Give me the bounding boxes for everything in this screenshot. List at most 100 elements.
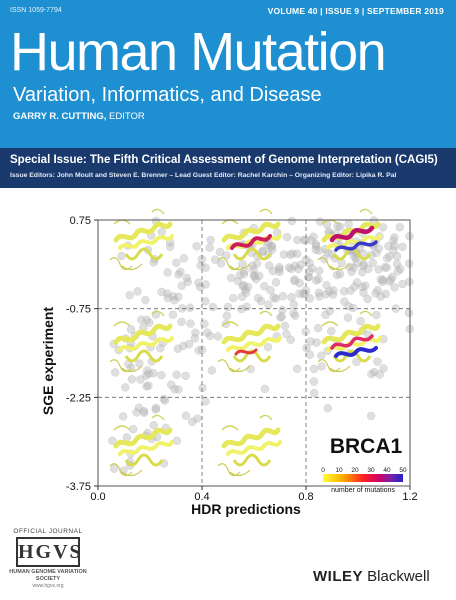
data-point-350 — [366, 411, 376, 421]
data-point-54 — [309, 232, 318, 242]
data-point-212 — [237, 292, 247, 301]
data-point-357 — [260, 282, 269, 291]
data-point-137 — [239, 269, 249, 279]
mutation-highlight-1 — [230, 234, 272, 250]
data-point-170 — [378, 277, 387, 287]
data-point-75 — [321, 290, 331, 299]
colorbar-gradient — [323, 474, 403, 482]
data-point-337 — [264, 300, 273, 309]
data-point-136 — [233, 276, 243, 286]
data-point-213 — [201, 263, 210, 272]
data-point-13 — [339, 287, 349, 296]
publisher-name-bold: WILEY — [313, 568, 363, 585]
data-point-35 — [252, 259, 262, 268]
y-ticks: 0.75 -0.75 -2.25 -3.75 — [66, 215, 98, 493]
data-point-366 — [356, 316, 365, 326]
data-point-225 — [144, 369, 153, 378]
data-point-58 — [404, 259, 414, 268]
data-point-229 — [181, 371, 190, 381]
society-url: www.hgvs.org — [32, 583, 64, 589]
data-point-22 — [307, 264, 317, 273]
data-point-126 — [294, 264, 303, 274]
data-point-214 — [278, 292, 288, 301]
data-point-249 — [213, 332, 223, 341]
data-point-307 — [118, 412, 128, 421]
data-point-289 — [160, 396, 170, 405]
data-point-331 — [194, 346, 203, 355]
special-issue-banner: Special Issue: The Fifth Critical Assess… — [0, 148, 456, 188]
data-point-51 — [350, 282, 359, 292]
data-point-251 — [141, 295, 150, 305]
data-point-300 — [132, 408, 141, 417]
data-point-216 — [266, 286, 275, 295]
data-point-298 — [136, 375, 145, 384]
data-point-293 — [142, 382, 151, 391]
data-point-332 — [379, 364, 388, 373]
data-point-10 — [380, 263, 390, 272]
data-point-228 — [223, 302, 233, 312]
data-point-167 — [237, 304, 246, 314]
data-point-327 — [312, 338, 321, 347]
colorbar-tick-4: 40 — [383, 467, 391, 474]
data-point-194 — [311, 245, 321, 255]
data-point-339 — [292, 364, 302, 374]
data-point-295 — [136, 315, 146, 324]
editor-role: EDITOR — [106, 111, 145, 122]
data-point-47 — [314, 288, 324, 298]
colorbar-tick-0: 0 — [321, 467, 325, 474]
data-point-318 — [110, 368, 120, 377]
data-point-111 — [390, 241, 399, 251]
gene-annotation: BRCA1 — [330, 435, 403, 458]
data-point-130 — [389, 246, 398, 255]
data-point-354 — [263, 342, 273, 352]
issn: ISSN 1059-7794 — [10, 7, 62, 14]
data-point-197 — [269, 293, 278, 302]
data-point-321 — [151, 403, 161, 413]
data-point-356 — [373, 357, 382, 366]
data-point-219 — [194, 278, 203, 288]
data-point-107 — [352, 258, 362, 268]
special-issue-title: Special Issue: The Fifth Critical Assess… — [10, 154, 438, 166]
data-point-267 — [126, 325, 136, 334]
data-point-347 — [305, 350, 315, 359]
data-point-250 — [163, 293, 173, 303]
data-point-78 — [382, 254, 392, 263]
data-point-222 — [198, 383, 207, 393]
data-point-6 — [292, 249, 302, 259]
data-point-284 — [188, 417, 197, 427]
masthead: ISSN 1059-7794 VOLUME 40 | ISSUE 9 | SEP… — [0, 0, 456, 148]
data-point-255 — [174, 385, 183, 394]
data-point-308 — [149, 369, 158, 378]
data-point-323 — [282, 329, 291, 339]
protein-structure-8 — [218, 415, 280, 475]
data-point-17 — [311, 240, 321, 249]
data-point-217 — [208, 302, 218, 312]
data-point-183 — [215, 247, 225, 257]
data-point-268 — [165, 242, 175, 251]
data-point-206 — [249, 265, 258, 274]
data-point-178 — [282, 232, 292, 242]
data-point-124 — [374, 244, 384, 253]
data-point-94 — [256, 296, 266, 306]
y-tick-label-0: 0.75 — [70, 215, 91, 227]
data-point-181 — [243, 282, 253, 292]
data-point-218 — [177, 281, 186, 290]
hgvs-badge: OFFICIAL JOURNAL HGVS HUMAN GENOME VARIA… — [8, 528, 88, 598]
plot-frame — [97, 219, 411, 487]
data-point-264 — [222, 311, 232, 320]
y-axis-label: SGE experiment — [40, 307, 56, 415]
data-point-132 — [392, 252, 402, 261]
data-point-38 — [405, 277, 414, 287]
data-point-256 — [117, 251, 126, 261]
data-point-144 — [169, 292, 178, 301]
data-point-116 — [358, 282, 367, 292]
data-point-208 — [258, 246, 268, 256]
data-point-152 — [311, 276, 321, 285]
data-point-313 — [128, 424, 138, 434]
data-point-363 — [381, 289, 390, 299]
data-point-273 — [163, 268, 172, 277]
data-point-91 — [290, 276, 299, 286]
mutation-highlight-5 — [330, 334, 374, 350]
data-point-199 — [275, 262, 284, 272]
colorbar-tick-1: 10 — [335, 467, 343, 474]
